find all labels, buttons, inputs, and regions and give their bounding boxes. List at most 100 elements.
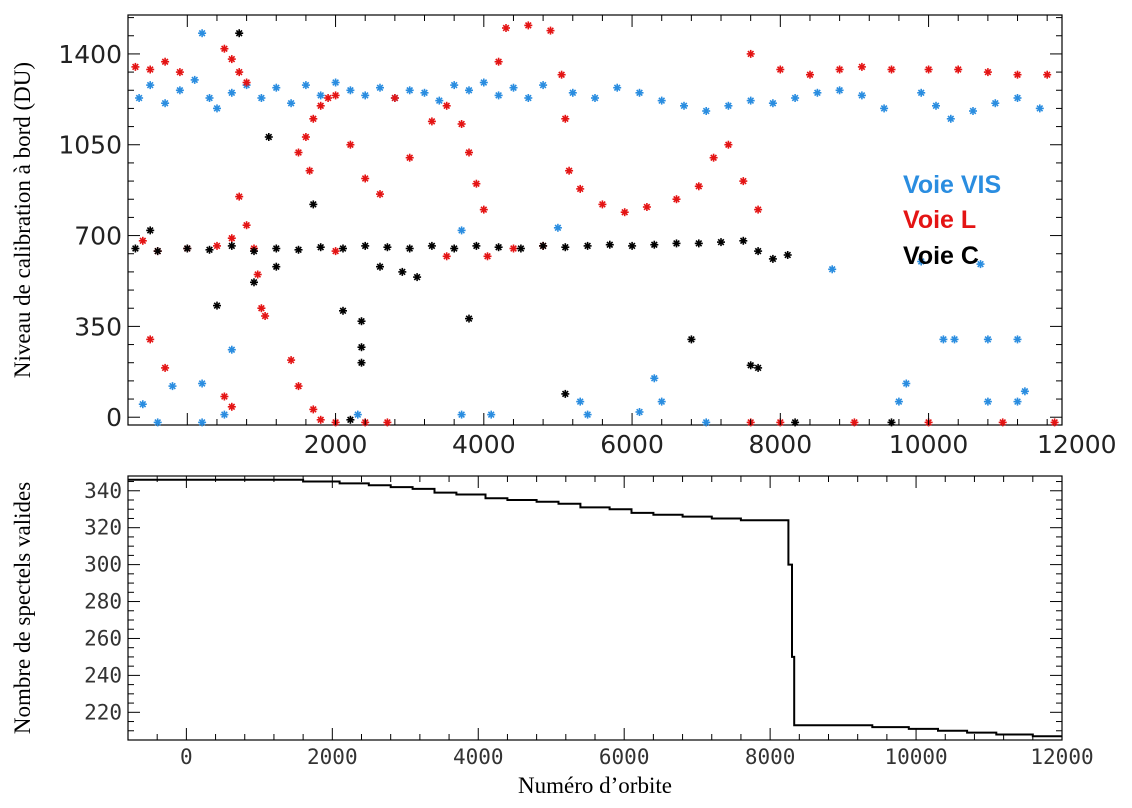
bottom-y-axis-title: Nombre de spectels valides (10, 482, 35, 734)
point-1-78 (850, 418, 859, 427)
top-y-tick-label-0: 0 (106, 403, 122, 432)
bottom-y-tick-label-6: 340 (84, 479, 122, 503)
point-1-65 (227, 234, 236, 243)
point-0-71 (457, 410, 466, 419)
point-1-48 (739, 177, 748, 186)
top-plot-frame (127, 14, 1063, 426)
point-1-15 (301, 133, 310, 141)
bottom-y-tick-label-2: 260 (84, 626, 122, 650)
point-2-26 (717, 238, 725, 247)
point-1-18 (324, 94, 333, 102)
point-2-25 (694, 239, 703, 248)
point-1-13 (261, 312, 270, 320)
point-2-5 (250, 247, 258, 256)
point-1-45 (694, 182, 703, 191)
point-2-46 (746, 361, 755, 370)
point-0-64 (983, 397, 992, 406)
point-0-45 (917, 88, 926, 97)
point-0-7 (213, 104, 221, 113)
point-2-36 (250, 278, 258, 287)
point-2-27 (739, 236, 748, 245)
point-0-27 (509, 83, 518, 92)
point-2-6 (272, 244, 281, 253)
point-2-34 (264, 133, 273, 141)
point-1-24 (390, 94, 399, 102)
scatter-points (131, 21, 1059, 427)
point-1-56 (924, 65, 933, 74)
point-0-68 (198, 379, 207, 388)
point-0-14 (316, 91, 325, 100)
point-0-3 (175, 86, 184, 95)
point-2-44 (465, 314, 473, 323)
point-2-14 (450, 244, 459, 253)
point-1-66 (146, 335, 155, 344)
top-y-tick-label-1: 350 (74, 312, 122, 341)
point-1-4 (220, 44, 229, 53)
point-2-12 (405, 244, 414, 253)
legend-entry-vis: Voie VIS (903, 171, 1001, 199)
point-0-37 (724, 101, 733, 110)
point-2-47 (687, 335, 696, 344)
point-2-7 (294, 245, 303, 254)
point-1-7 (242, 78, 251, 87)
legend-entry-c: Voie C (903, 242, 979, 270)
point-0-40 (791, 94, 800, 102)
point-1-59 (1013, 70, 1022, 79)
top-x-tick-label-5: 12000 (1037, 430, 1117, 459)
point-0-11 (272, 83, 281, 92)
bottom-y-tick-label-3: 280 (84, 590, 122, 614)
point-0-12 (287, 99, 296, 108)
point-0-39 (768, 99, 777, 108)
valid-spectels-panel: 0 2000 4000 6000 8000 10000 12000 220 240 260 280 3… (10, 475, 1094, 798)
bottom-y-tick-label-4: 300 (84, 553, 122, 577)
bottom-x-tick-label-6: 12000 (1030, 745, 1093, 769)
bottom-x-tick-label-5: 10000 (884, 745, 947, 769)
point-2-39 (309, 200, 318, 209)
point-2-23 (650, 240, 659, 249)
point-2-13 (427, 241, 436, 250)
top-x-tick-label-1: 4000 (452, 430, 516, 459)
calibration-scatter-panel: 2000 4000 6000 8000 10000 12000 0 350 700 1050 140… (10, 14, 1117, 459)
point-0-15 (331, 78, 340, 87)
point-0-8 (227, 88, 236, 97)
point-1-57 (954, 65, 963, 74)
point-0-69 (220, 410, 229, 419)
point-0-31 (591, 94, 599, 102)
point-1-34 (502, 24, 510, 32)
point-0-75 (657, 397, 666, 406)
point-1-55 (887, 65, 896, 74)
point-1-61 (138, 236, 147, 245)
point-0-32 (613, 83, 622, 92)
point-1-40 (576, 184, 585, 193)
point-2-41 (357, 317, 366, 326)
point-2-33 (413, 273, 422, 282)
point-2-11 (383, 243, 392, 252)
point-1-36 (546, 26, 555, 35)
point-2-40 (339, 306, 347, 315)
point-1-8 (235, 192, 244, 201)
bottom-x-tick-label-3: 6000 (599, 745, 650, 769)
bottom-plot-frame (127, 475, 1063, 741)
point-1-85 (509, 244, 518, 253)
point-0-26 (494, 91, 503, 100)
point-1-37 (557, 70, 566, 79)
point-1-2 (161, 57, 170, 66)
point-0-80 (198, 418, 207, 427)
point-0-34 (657, 96, 666, 105)
point-1-54 (857, 62, 866, 71)
point-0-61 (1020, 387, 1029, 396)
point-1-71 (309, 405, 318, 414)
point-1-60 (1043, 70, 1052, 79)
point-1-84 (442, 252, 451, 261)
point-1-38 (561, 114, 570, 123)
point-0-70 (353, 410, 362, 419)
point-2-9 (339, 244, 347, 253)
point-0-52 (553, 223, 562, 232)
point-0-62 (894, 397, 903, 406)
top-x-tick-label-2: 6000 (600, 430, 664, 459)
point-1-52 (806, 70, 814, 79)
point-1-6 (235, 68, 244, 77)
point-1-26 (427, 117, 436, 126)
point-1-31 (479, 205, 488, 214)
point-2-0 (131, 244, 140, 253)
